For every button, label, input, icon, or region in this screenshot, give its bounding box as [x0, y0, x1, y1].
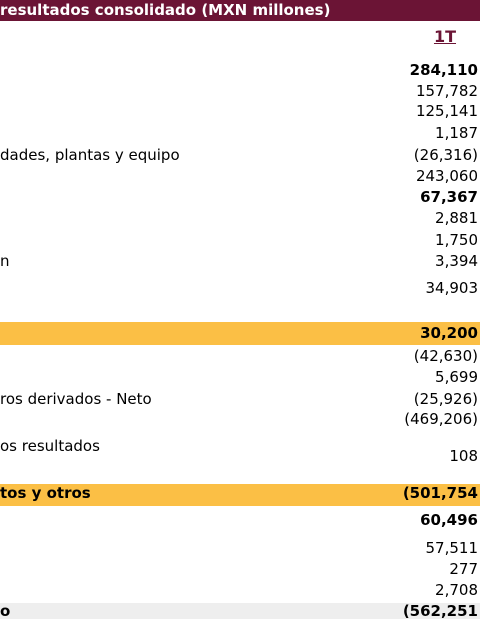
row-value: (26,316)	[413, 146, 478, 164]
row-value: 5,699	[435, 368, 478, 386]
row-label: o	[0, 602, 11, 620]
row-value: 34,903	[425, 279, 479, 297]
row-label: tos y otros	[0, 484, 91, 502]
period-header: 1T	[433, 27, 457, 46]
row-value: 3,394	[435, 252, 478, 270]
row-value: 277	[449, 560, 478, 578]
row-label: ros derivados - Neto	[0, 390, 152, 408]
row-value: 125,141	[415, 102, 478, 120]
row-value: 57,511	[425, 539, 479, 557]
row-value: (42,630)	[413, 347, 478, 365]
row-value: 243,060	[415, 167, 478, 185]
row-band	[0, 484, 480, 506]
row-label: dades, plantas y equipo	[0, 146, 180, 164]
row-value: 2,708	[435, 581, 478, 599]
row-label: os resultados	[0, 437, 100, 455]
row-value: (562,251	[402, 602, 478, 620]
title-bar: resultados consolidado (MXN millones)	[0, 0, 480, 21]
row-value: 1,187	[435, 124, 478, 142]
row-value: 30,200	[420, 324, 478, 342]
row-value: 108	[449, 447, 478, 465]
row-label: n	[0, 252, 10, 270]
row-band	[0, 603, 480, 619]
row-value: 157,782	[415, 82, 478, 100]
row-value: 1,750	[435, 231, 478, 249]
row-band	[0, 322, 480, 345]
row-value: 60,496	[420, 511, 478, 529]
row-value: 2,881	[435, 209, 478, 227]
row-value: (501,754	[402, 484, 478, 502]
row-value: (469,206)	[404, 410, 478, 428]
row-value: 284,110	[409, 61, 478, 79]
row-value: (25,926)	[413, 390, 478, 408]
row-value: 67,367	[420, 188, 478, 206]
